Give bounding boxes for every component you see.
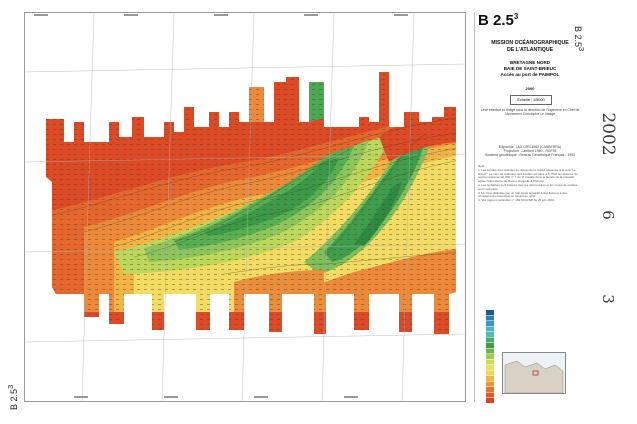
legend-swatch xyxy=(486,370,494,376)
legend-swatch xyxy=(486,343,494,348)
legend-swatch xyxy=(486,332,494,337)
bathymetric-map xyxy=(24,12,466,402)
mission-title: MISSION OCÉANOGRAPHIQUE DE L'ATLANTIQUE xyxy=(491,40,569,53)
frame-ticks xyxy=(34,14,408,398)
legend-swatch xyxy=(486,359,494,365)
date-stamp-day: 3 xyxy=(599,294,617,304)
side-sheet-code-bottom: B 2.53 xyxy=(6,384,19,410)
geodesy-info: Ellipsoïde : IAG GRS 1980 (CANBERRA) Pro… xyxy=(485,145,575,158)
location-inset-map xyxy=(502,352,566,394)
survey-credit: Levé effectué et rédigé sous la directio… xyxy=(480,108,580,117)
legend-swatch xyxy=(486,321,494,326)
legend-swatch xyxy=(486,315,494,321)
legend-swatch xyxy=(486,326,494,332)
survey-year: 2000 xyxy=(525,86,535,91)
sheet-code: B 2.53 xyxy=(478,12,519,29)
side-sheet-code-top: B 2.53 xyxy=(573,26,586,52)
legend-swatch xyxy=(486,354,494,359)
grid-lines xyxy=(24,12,466,402)
legend-swatch xyxy=(486,365,494,370)
region-title: BRETAGNE NORD BAIE DE SAINT-BRIEUC Accès… xyxy=(500,60,560,77)
title-panel xyxy=(474,12,587,402)
legend-swatch xyxy=(486,381,494,387)
depth-color-legend xyxy=(486,310,494,403)
legend-swatch xyxy=(486,392,494,398)
legend-swatch xyxy=(486,387,494,392)
legend-swatch xyxy=(486,310,494,315)
legend-swatch xyxy=(486,348,494,354)
date-stamp-month: 6 xyxy=(599,210,617,220)
map-frame xyxy=(24,12,466,402)
date-stamp-year: 2002 xyxy=(598,112,618,156)
notes: Note : 1. Les sondes sont réduites au ni… xyxy=(478,164,578,203)
legend-swatch xyxy=(486,337,494,343)
scale-box: Échelle : 1/5000 xyxy=(510,95,552,105)
legend-swatch xyxy=(486,398,494,403)
legend-swatch xyxy=(486,376,494,381)
